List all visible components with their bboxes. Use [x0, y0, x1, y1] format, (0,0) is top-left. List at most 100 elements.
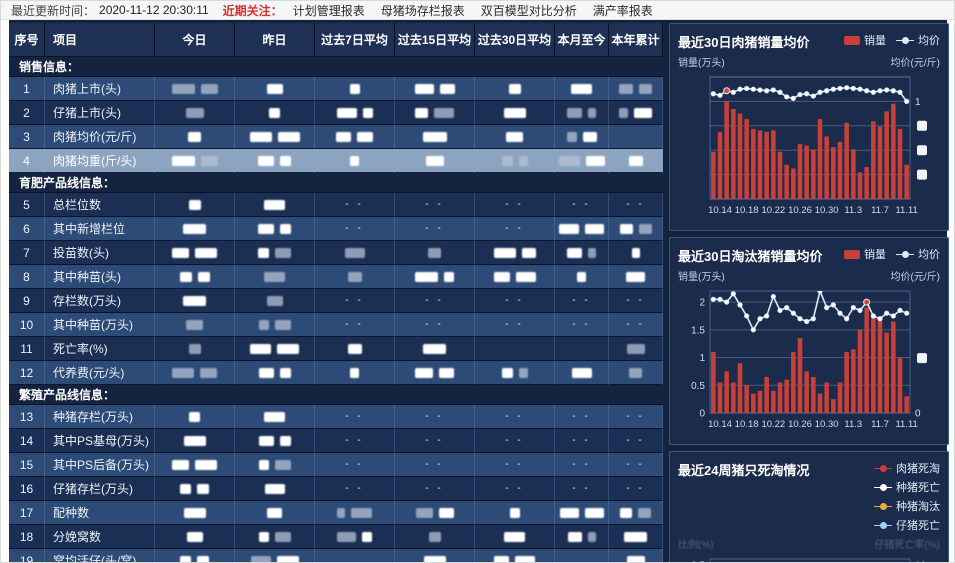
link-capacity-report[interactable]: 满产率报表: [592, 3, 653, 18]
table-row[interactable]: 2 仔猪上市(头): [9, 101, 663, 125]
value-cell: - -: [395, 405, 475, 429]
value-cell: [475, 265, 555, 289]
legend-item[interactable]: 均价: [896, 246, 940, 262]
value-cell: [155, 405, 235, 429]
redacted-value: [276, 555, 299, 562]
table-row[interactable]: 5 总栏位数 - -- -- -- -- -: [9, 193, 663, 217]
table-row[interactable]: 19 窝均活仔(头/窝): [9, 549, 663, 562]
redacted-value: [585, 223, 604, 234]
table-row[interactable]: 12 代养费(元/头): [9, 361, 663, 385]
table-row[interactable]: 4 肉猪均重(斤/头): [9, 149, 663, 173]
value-cell: [155, 337, 235, 361]
svg-text:0: 0: [699, 409, 705, 420]
legend-item[interactable]: 种猪淘汰: [874, 498, 940, 514]
redacted-value: [188, 131, 201, 142]
svg-text:10.14: 10.14: [708, 419, 732, 430]
table-row[interactable]: 17 配种数: [9, 501, 663, 525]
value-cell: - -: [475, 289, 555, 313]
value-cell: [609, 525, 663, 549]
redacted-value: [269, 107, 280, 118]
table-row[interactable]: 8 其中种苗(头): [9, 265, 663, 289]
value-cell: [555, 125, 609, 149]
value-cell: [155, 101, 235, 125]
redacted-value: [494, 555, 509, 562]
redacted-value: [518, 155, 528, 166]
legend-item[interactable]: 均价: [896, 32, 940, 48]
value-cell: - -: [609, 193, 663, 217]
chart-panel-cull-pig-sales: 最近30日淘汰猪销量均价 销量 均价 销量(万头) 均价(元/斤) 2 1.5 1 0.…: [669, 237, 949, 445]
redacted-value: [274, 459, 291, 470]
value-cell: - -: [555, 405, 609, 429]
redacted-value: [638, 507, 651, 518]
left-axis-label: 销量(万头): [678, 272, 725, 283]
table-row[interactable]: 11 死亡率(%): [9, 337, 663, 361]
value-cell: - -: [395, 477, 475, 501]
row-index: 11: [9, 337, 45, 361]
redacted-value: [434, 107, 454, 118]
redacted-value: [567, 531, 582, 542]
row-label: 其中PS基母(万头): [45, 429, 155, 453]
value-cell: [155, 361, 235, 385]
table-row[interactable]: 7 投苗数(头): [9, 241, 663, 265]
section-row: 繁殖产品线信息：: [9, 385, 663, 405]
redacted-value: [567, 247, 582, 258]
table-row[interactable]: 10 其中种苗(万头) - -- -- -- -- -: [9, 313, 663, 337]
table-row[interactable]: 18 分娩窝数: [9, 525, 663, 549]
value-cell: - -: [315, 405, 395, 429]
value-cell: - -: [315, 313, 395, 337]
table-row[interactable]: 16 仔猪存栏(万头) - -- -- -- -- -: [9, 477, 663, 501]
table-row[interactable]: 14 其中PS基母(万头) - -- -- -- -- -: [9, 429, 663, 453]
link-plan-report[interactable]: 计划管理报表: [292, 3, 365, 18]
legend-item[interactable]: 肉猪死淘: [874, 460, 940, 476]
value-cell: [555, 77, 609, 101]
redacted-value: [258, 367, 274, 378]
redacted-value: [258, 459, 269, 470]
table-row[interactable]: 15 其中PS后备(万头) - -- -- -- -- -: [9, 453, 663, 477]
section-row: 育肥产品线信息：: [9, 173, 663, 193]
value-cell: [555, 241, 609, 265]
redacted-value: [638, 223, 652, 234]
redacted-value: [493, 271, 510, 282]
redacted-value: [186, 531, 203, 542]
table-row[interactable]: 1 肉猪上市(头): [9, 77, 663, 101]
value-cell: - -: [555, 453, 609, 477]
chart-plot[interactable]: 1 10.14 10.18 10.22 10.26 10.30 11.3 11.7 11.11: [678, 71, 940, 221]
legend-label: 仔猪死亡: [896, 520, 940, 532]
table-row[interactable]: 9 存栏数(万头) - -- -- -- -- -: [9, 289, 663, 313]
svg-text:11.11: 11.11: [895, 205, 917, 216]
link-model-compare-report[interactable]: 双百模型对比分析: [480, 3, 577, 18]
redacted-value: [501, 155, 513, 166]
chart-plot[interactable]: 2.521.51086: [678, 553, 940, 562]
value-cell: - -: [475, 477, 555, 501]
legend-item[interactable]: 种猪死亡: [874, 479, 940, 495]
row-label: 其中种苗(万头): [45, 313, 155, 337]
row-index: 18: [9, 525, 45, 549]
table-row[interactable]: 13 种猪存栏(万头) - -- -- -- -- -: [9, 405, 663, 429]
value-cell: [475, 101, 555, 125]
redacted-value: [501, 367, 513, 378]
legend-item[interactable]: 销量: [844, 246, 886, 262]
legend-item[interactable]: 销量: [844, 32, 886, 48]
legend-label: 种猪死亡: [896, 482, 940, 494]
line-swatch-icon: [874, 502, 892, 511]
value-cell: [155, 313, 235, 337]
column-header: 过去30日平均: [475, 23, 555, 57]
line-swatch-icon: [874, 483, 892, 492]
table-row[interactable]: 3 肉猪均价(元/斤): [9, 125, 663, 149]
redacted-value: [336, 107, 357, 118]
chart-plot[interactable]: 2 1.5 1 0.5 0 0 10.14 10.18 10.22 10.26 10.30 11.3 1…: [678, 285, 940, 435]
line-swatch-icon: [896, 250, 914, 259]
legend-label: 销量: [864, 35, 886, 47]
redacted-value: [508, 83, 521, 94]
redacted-value: [264, 483, 285, 494]
value-cell: [475, 525, 555, 549]
redacted-value: [279, 435, 291, 446]
link-sow-farm-report[interactable]: 母猪场存栏报表: [380, 3, 465, 18]
legend-item[interactable]: 仔猪死亡: [874, 517, 940, 533]
table-row[interactable]: 6 其中新增栏位 - -- -- -: [9, 217, 663, 241]
column-header: 序号: [9, 23, 45, 57]
value-cell: [155, 501, 235, 525]
redacted-value: [414, 83, 434, 94]
redacted-value: [267, 507, 282, 518]
